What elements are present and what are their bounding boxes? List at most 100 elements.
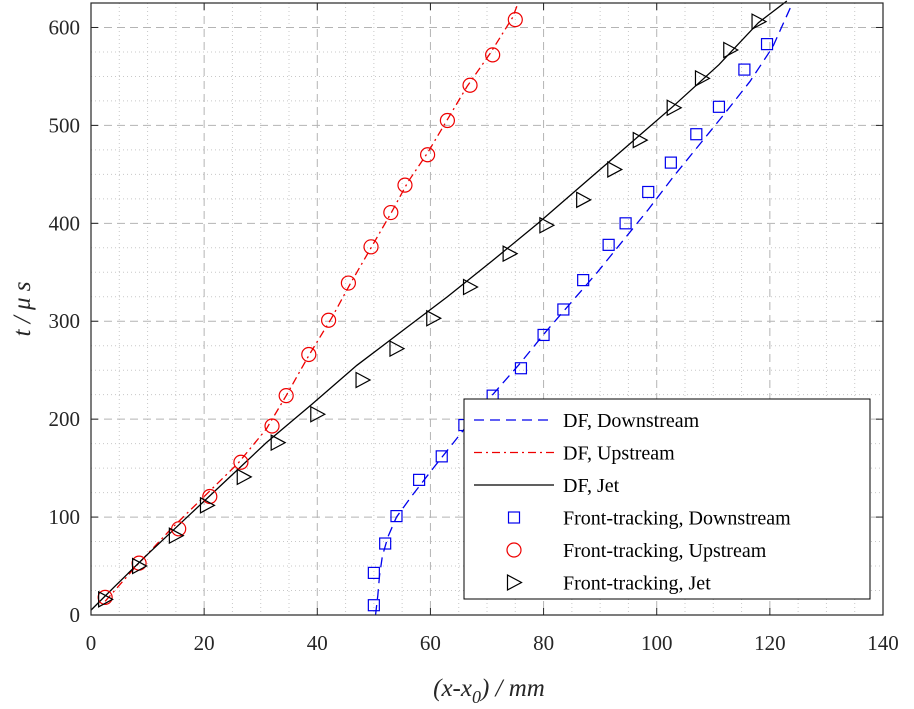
legend-label: Front-tracking, Downstream <box>563 508 791 530</box>
legend-item: DF, Upstream <box>474 443 675 465</box>
data-point <box>301 346 317 363</box>
x-tick-label: 0 <box>86 631 97 655</box>
y-tick-label: 400 <box>49 211 81 235</box>
data-point <box>514 362 528 375</box>
series-markers <box>98 13 768 608</box>
legend-label: DF, Jet <box>563 475 620 497</box>
y-tick-label: 500 <box>49 113 81 137</box>
data-point <box>712 100 726 113</box>
x-tick-label: 60 <box>420 631 441 655</box>
y-tick-label: 100 <box>49 505 81 529</box>
data-point <box>413 473 426 486</box>
x-tick-label: 100 <box>641 631 673 655</box>
data-point <box>602 238 615 251</box>
series-line-path <box>104 2 519 602</box>
data-point <box>723 41 740 59</box>
legend-marker-swatch <box>507 511 521 524</box>
data-point <box>233 454 249 470</box>
data-point <box>751 13 768 31</box>
data-point <box>539 216 556 234</box>
x-axis-title: (x-x0) / mm <box>433 675 545 707</box>
data-point <box>485 47 501 63</box>
series-line <box>104 2 519 602</box>
axes-box <box>90 2 884 616</box>
y-tick-label: 300 <box>49 309 81 333</box>
data-point <box>557 303 570 316</box>
legend-item: DF, Downstream <box>474 410 700 432</box>
legend-marker-swatch <box>506 542 522 558</box>
legend-item: Front-tracking, Upstream <box>506 540 767 562</box>
data-point <box>236 468 253 486</box>
data-point <box>690 128 703 141</box>
x-tick-label: 140 <box>867 631 899 655</box>
data-point <box>168 527 185 545</box>
data-point <box>664 156 677 169</box>
series-line-path <box>374 2 794 616</box>
data-point <box>131 557 148 575</box>
data-point <box>502 245 519 263</box>
data-point <box>435 450 448 463</box>
data-point <box>264 418 280 434</box>
y-tick-label: 200 <box>49 407 81 431</box>
data-point <box>694 69 711 87</box>
data-point <box>619 217 632 230</box>
data-point <box>439 112 455 129</box>
y-axis-title: t / μ s <box>9 282 36 337</box>
data-point <box>340 275 356 291</box>
data-point <box>426 309 443 327</box>
legend-label: Front-tracking, Jet <box>563 573 711 595</box>
data-point <box>576 191 592 209</box>
tick-labels: 0 20 40 60 80 100 120 140 0 100 200 300 400 500 600 <box>49 15 899 655</box>
x-axis-title-tail: ) / mm <box>479 675 545 702</box>
x-tick-label: 40 <box>307 631 328 655</box>
legend-box <box>463 398 871 600</box>
data-point <box>355 371 372 389</box>
x-axis-title-main: (x-x <box>433 675 472 702</box>
data-point <box>462 278 479 296</box>
data-point <box>397 177 413 193</box>
data-point <box>367 566 380 579</box>
data-point <box>321 312 337 328</box>
data-point <box>363 239 379 255</box>
x-tick-label: 80 <box>533 631 554 655</box>
series-line-path <box>90 0 788 611</box>
legend-label: Front-tracking, Upstream <box>563 540 767 562</box>
series-line <box>90 0 788 611</box>
data-point <box>390 510 403 523</box>
data-point <box>420 147 436 163</box>
data-point <box>507 12 523 28</box>
x-tick-label: 20 <box>194 631 215 655</box>
data-point <box>383 204 399 221</box>
y-tick-label: 600 <box>49 15 81 39</box>
series-line <box>374 2 794 616</box>
legend-item: DF, Jet <box>474 475 620 497</box>
legend: DF, Downstream DF, Upstream DF, Jet Front-t… <box>463 398 871 600</box>
series-markers <box>97 12 523 605</box>
legend-label: DF, Downstream <box>563 410 700 432</box>
data-point <box>310 405 327 423</box>
data-point <box>537 328 550 342</box>
data-point <box>642 185 655 199</box>
data-point <box>367 599 380 612</box>
legend-item: Front-tracking, Downstream <box>507 508 791 530</box>
x-axis-title-subscript: 0 <box>472 687 481 707</box>
data-point <box>632 131 649 149</box>
data-point <box>462 77 478 93</box>
x-tick-label: 120 <box>754 631 786 655</box>
data-point <box>278 388 294 404</box>
data-point <box>760 38 774 51</box>
data-point <box>577 274 590 287</box>
legend-items: DF, Downstream DF, Upstream DF, Jet Front-t… <box>474 410 791 595</box>
data-point <box>199 496 216 514</box>
axes-layer <box>90 2 884 616</box>
data-point <box>738 63 751 76</box>
data-point <box>98 590 114 608</box>
data-point <box>379 537 392 550</box>
legend-marker-swatch <box>506 573 523 592</box>
data-point <box>666 99 683 117</box>
series-layer <box>90 0 794 616</box>
data-point <box>607 160 624 178</box>
legend-item: Front-tracking, Jet <box>506 573 711 595</box>
legend-label: DF, Upstream <box>563 443 675 465</box>
